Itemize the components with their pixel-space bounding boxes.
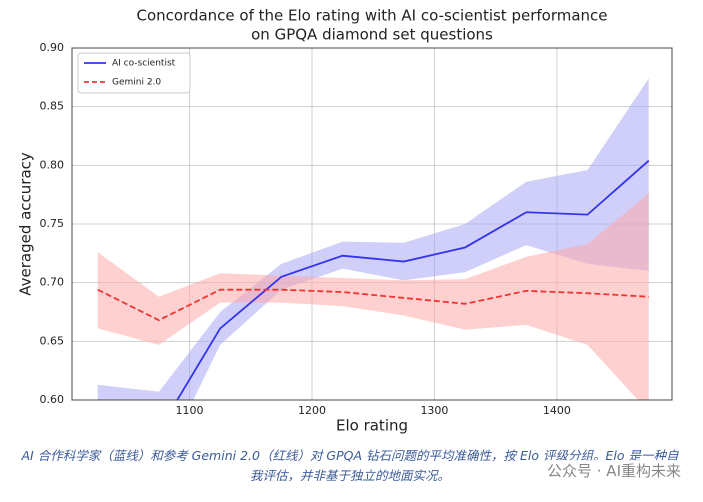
watermark: 公众号 · AI重构未来 [547,460,681,481]
chart-title: Concordance of the Elo rating with AI co… [136,7,607,25]
y-tick-label: 0.65 [40,334,65,347]
legend-label: Gemini 2.0 [112,78,161,88]
line [97,288,649,322]
x-tick-label: 1100 [176,404,204,417]
y-tick-label: 0.70 [40,276,65,289]
chart: Concordance of the Elo rating with AI co… [17,7,673,435]
y-axis-label: Averaged accuracy [17,152,35,296]
plot-area [97,78,650,400]
plot-frame [71,47,673,401]
chart-title: on GPQA diamond set questions [251,26,493,44]
x-axis-label: Elo rating [336,417,408,435]
y-tick-label: 0.90 [40,41,65,54]
line [176,159,650,400]
x-tick-label: 1200 [298,404,326,417]
y-tick-label: 0.75 [40,217,65,230]
confidence-band [97,193,649,400]
caption: AI 合作科学家（蓝线）和参考 Gemini 2.0（红线）对 GPQA 钻石问… [21,448,679,483]
x-tick-label: 1300 [420,404,448,417]
confidence-band [97,78,649,400]
y-tick-label: 0.85 [40,100,65,113]
x-tick-label: 1400 [543,404,571,417]
legend-label: AI co-scientist [112,59,176,69]
y-tick-label: 0.80 [40,158,65,171]
y-tick-label: 0.60 [40,393,65,406]
